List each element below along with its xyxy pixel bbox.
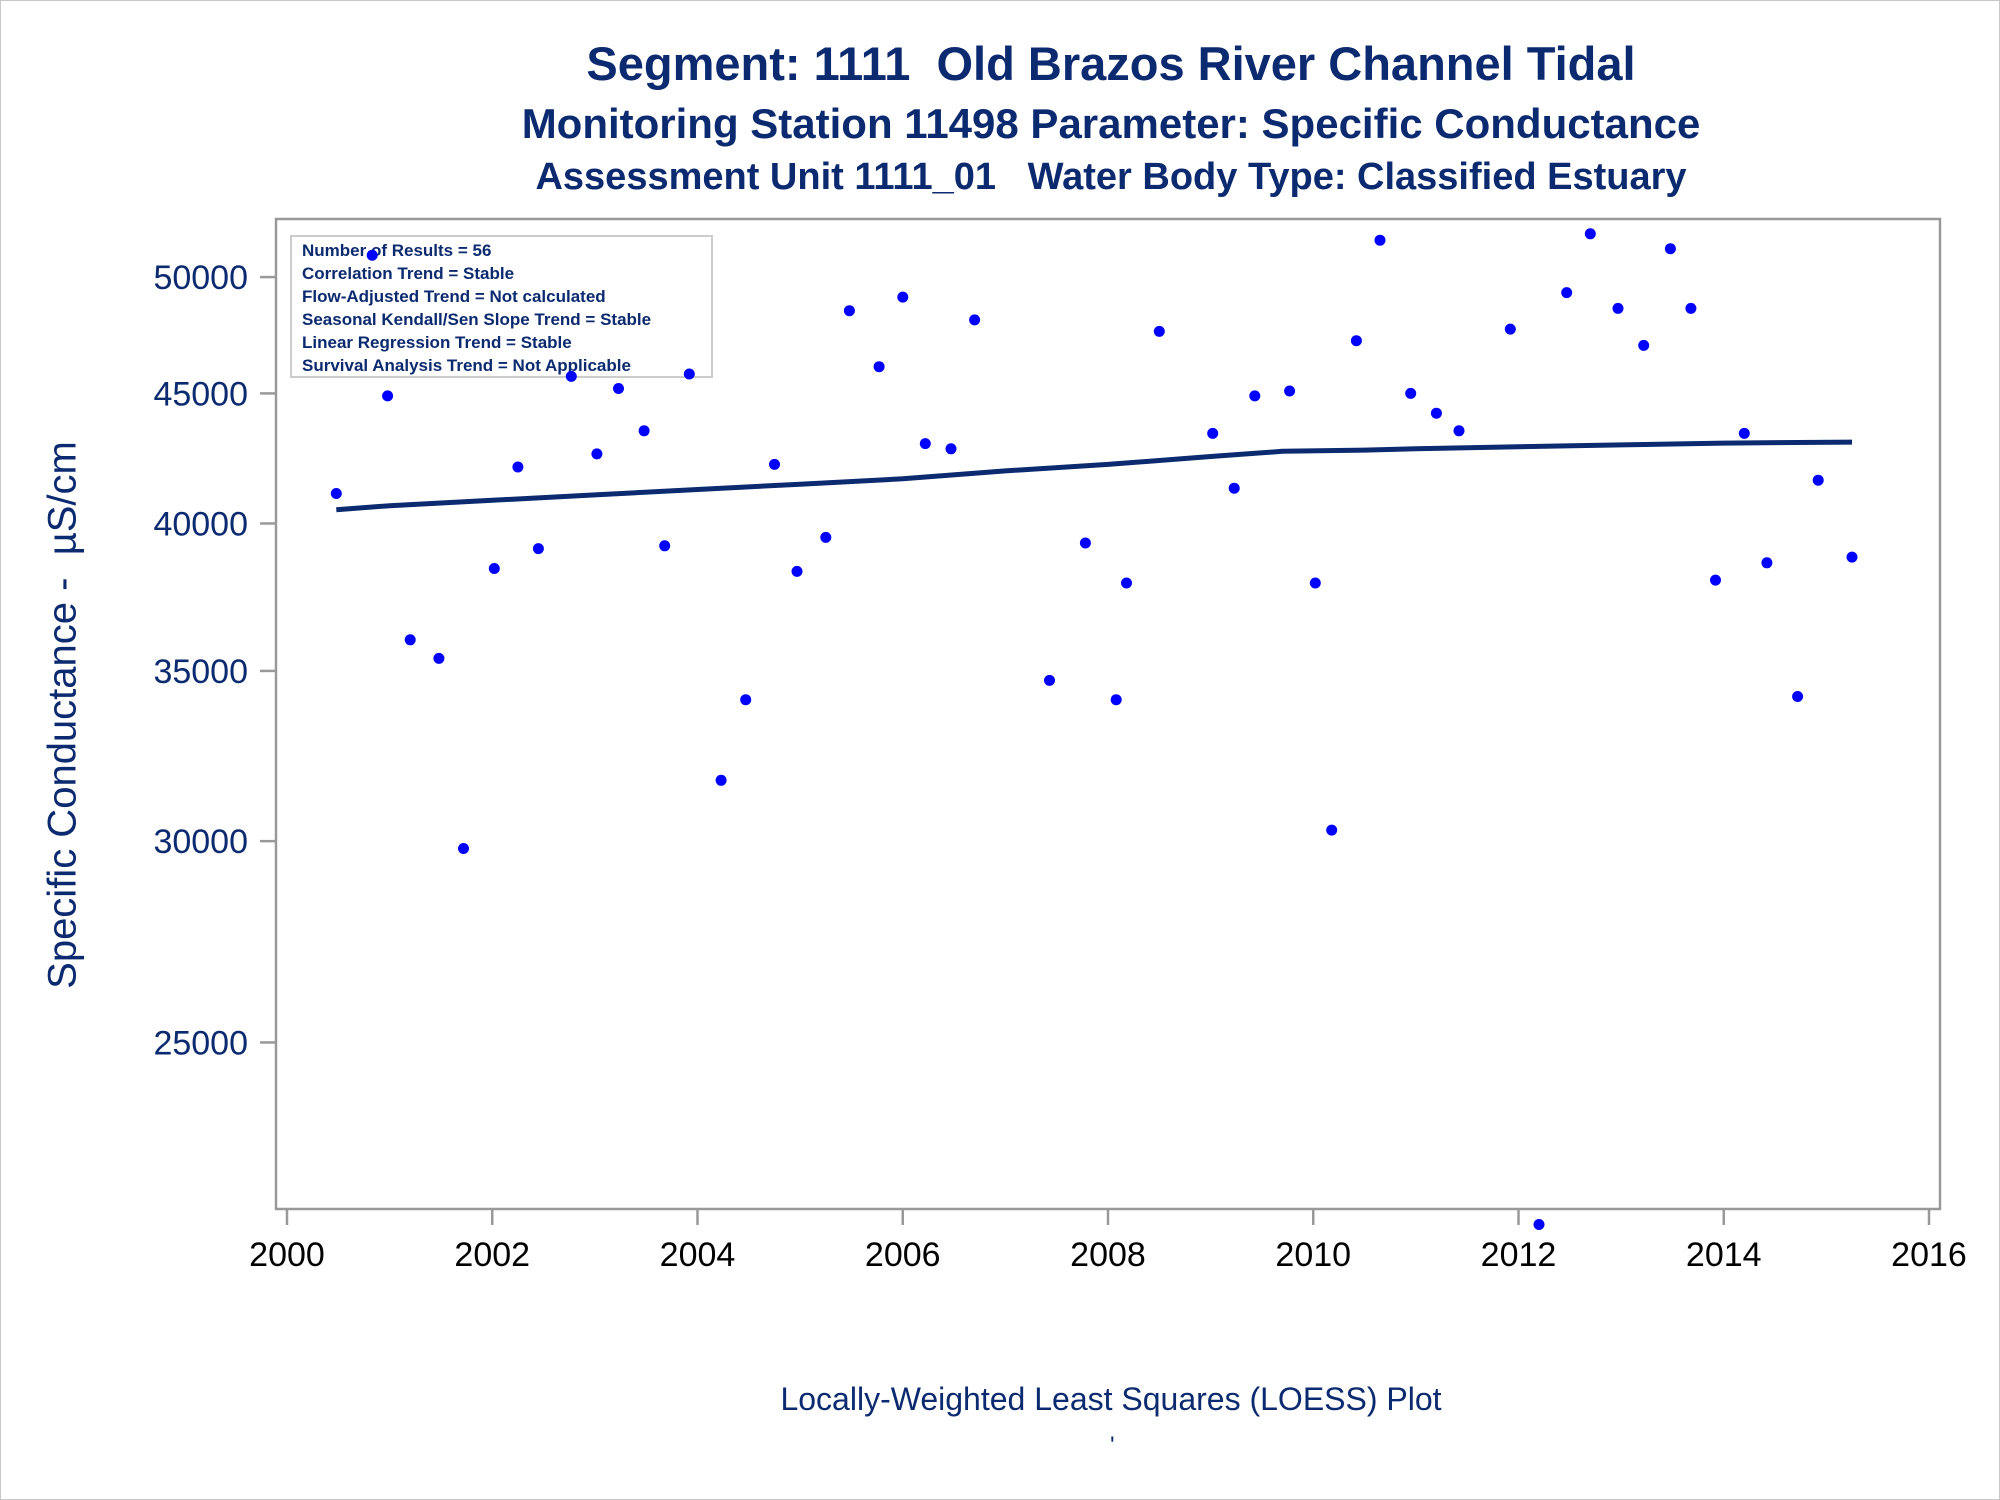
legend-line-2: Correlation Trend = Stable <box>302 264 514 283</box>
data-point-6 <box>458 843 469 854</box>
legend-box <box>290 235 713 378</box>
data-point-28 <box>1079 537 1091 549</box>
data-point-12 <box>613 383 624 394</box>
x-tick-label-2002: 2002 <box>454 1236 530 1274</box>
data-point-17 <box>740 694 752 706</box>
legend-line-5: Linear Regression Trend = Stable <box>302 333 572 352</box>
data-point-1 <box>330 488 342 499</box>
legend-line-1: Number of Results = 56 <box>302 241 491 260</box>
data-point-37 <box>1326 824 1338 836</box>
data-point-42 <box>1453 425 1465 437</box>
legend-line-6: Survival Analysis Trend = Not Applicable <box>302 356 631 375</box>
x-tick-label-2004: 2004 <box>660 1236 736 1274</box>
footnote: Locally-Weighted Least Squares (LOESS) P… <box>780 1381 1442 1417</box>
data-point-52 <box>1738 427 1750 439</box>
data-point-27 <box>1044 674 1055 686</box>
footnote-mark: ' <box>1110 1432 1115 1459</box>
y-tick-label-35000: 35000 <box>153 653 248 691</box>
data-point-30 <box>1121 577 1132 589</box>
data-point-20 <box>820 531 832 543</box>
data-point-3 <box>382 390 394 402</box>
data-point-5 <box>433 652 445 664</box>
data-point-33 <box>1228 482 1240 494</box>
x-tick-label-2012: 2012 <box>1481 1236 1557 1274</box>
data-point-13 <box>638 425 650 437</box>
data-point-11 <box>591 448 603 460</box>
y-tick-label-40000: 40000 <box>153 505 248 543</box>
data-point-35 <box>1284 385 1296 397</box>
data-point-47 <box>1612 302 1624 314</box>
y-tick-label-30000: 30000 <box>153 823 248 861</box>
data-point-32 <box>1207 427 1219 439</box>
legend-line-4: Seasonal Kendall/Sen Slope Trend = Stabl… <box>302 310 651 329</box>
y-axis-label: Specific Conductance - µS/cm <box>40 441 85 989</box>
data-point-18 <box>769 458 780 470</box>
x-tick-label-2010: 2010 <box>1275 1236 1351 1274</box>
data-point-16 <box>715 774 727 786</box>
x-tick-label-2014: 2014 <box>1686 1236 1762 1274</box>
y-tick-label-45000: 45000 <box>153 375 248 413</box>
x-axis: 2000 2002 2004 2006 2008 2010 2012 2014 2016 <box>249 1209 1967 1274</box>
x-tick-label-2000: 2000 <box>249 1236 325 1274</box>
data-points <box>330 228 1858 1230</box>
data-point-36 <box>1309 577 1321 589</box>
data-point-43 <box>1504 323 1516 335</box>
data-point-50 <box>1685 302 1697 314</box>
data-point-54 <box>1792 691 1804 702</box>
y-tick-label-25000: 25000 <box>153 1024 248 1062</box>
data-point-19 <box>791 565 803 577</box>
data-point-4 <box>404 634 416 646</box>
chart-title-line-3: Assessment Unit 1111_01 Water Body Type:… <box>535 156 1687 198</box>
data-point-21 <box>843 305 855 317</box>
data-point-38 <box>1350 335 1362 347</box>
y-axis: 25000 30000 35000 40000 45000 50000 <box>153 259 276 1062</box>
data-point-55 <box>1812 474 1824 486</box>
data-point-2 <box>366 249 378 261</box>
chart-title-line-2: Monitoring Station 11498 Parameter: Spec… <box>521 100 1701 147</box>
data-point-22 <box>873 361 885 373</box>
data-point-45 <box>1561 287 1573 299</box>
data-point-48 <box>1638 339 1650 351</box>
data-point-31 <box>1153 325 1165 337</box>
data-point-56 <box>1846 551 1858 563</box>
legend: Number of Results = 56 Correlation Trend … <box>290 235 713 378</box>
data-point-14 <box>659 540 671 552</box>
data-point-23 <box>897 291 909 303</box>
data-point-15 <box>683 368 695 380</box>
legend-line-3: Flow-Adjusted Trend = Not calculated <box>302 287 606 306</box>
data-point-7 <box>488 563 500 574</box>
data-point-9 <box>532 543 544 555</box>
data-point-51 <box>1710 574 1721 586</box>
data-point-8 <box>512 461 524 473</box>
data-point-24 <box>919 438 931 450</box>
chart-title-line-1: Segment: 1111 Old Brazos River Channel T… <box>586 37 1636 90</box>
data-point-34 <box>1249 390 1261 402</box>
data-point-46 <box>1584 228 1596 240</box>
x-tick-label-2016: 2016 <box>1891 1236 1967 1274</box>
y-tick-label-50000: 50000 <box>153 259 248 297</box>
loess-trend-line <box>336 439 1853 513</box>
loess-trend <box>336 439 1853 513</box>
data-point-41 <box>1430 407 1442 419</box>
data-point-44 <box>1533 1219 1545 1230</box>
data-point-40 <box>1405 387 1417 399</box>
data-point-29 <box>1110 694 1122 706</box>
data-point-25 <box>945 443 957 455</box>
data-point-10 <box>565 370 577 382</box>
data-point-39 <box>1374 234 1386 246</box>
x-tick-label-2006: 2006 <box>865 1236 941 1274</box>
data-point-53 <box>1761 557 1773 569</box>
data-point-26 <box>969 314 981 326</box>
x-tick-label-2008: 2008 <box>1070 1236 1146 1274</box>
data-point-49 <box>1664 243 1676 255</box>
